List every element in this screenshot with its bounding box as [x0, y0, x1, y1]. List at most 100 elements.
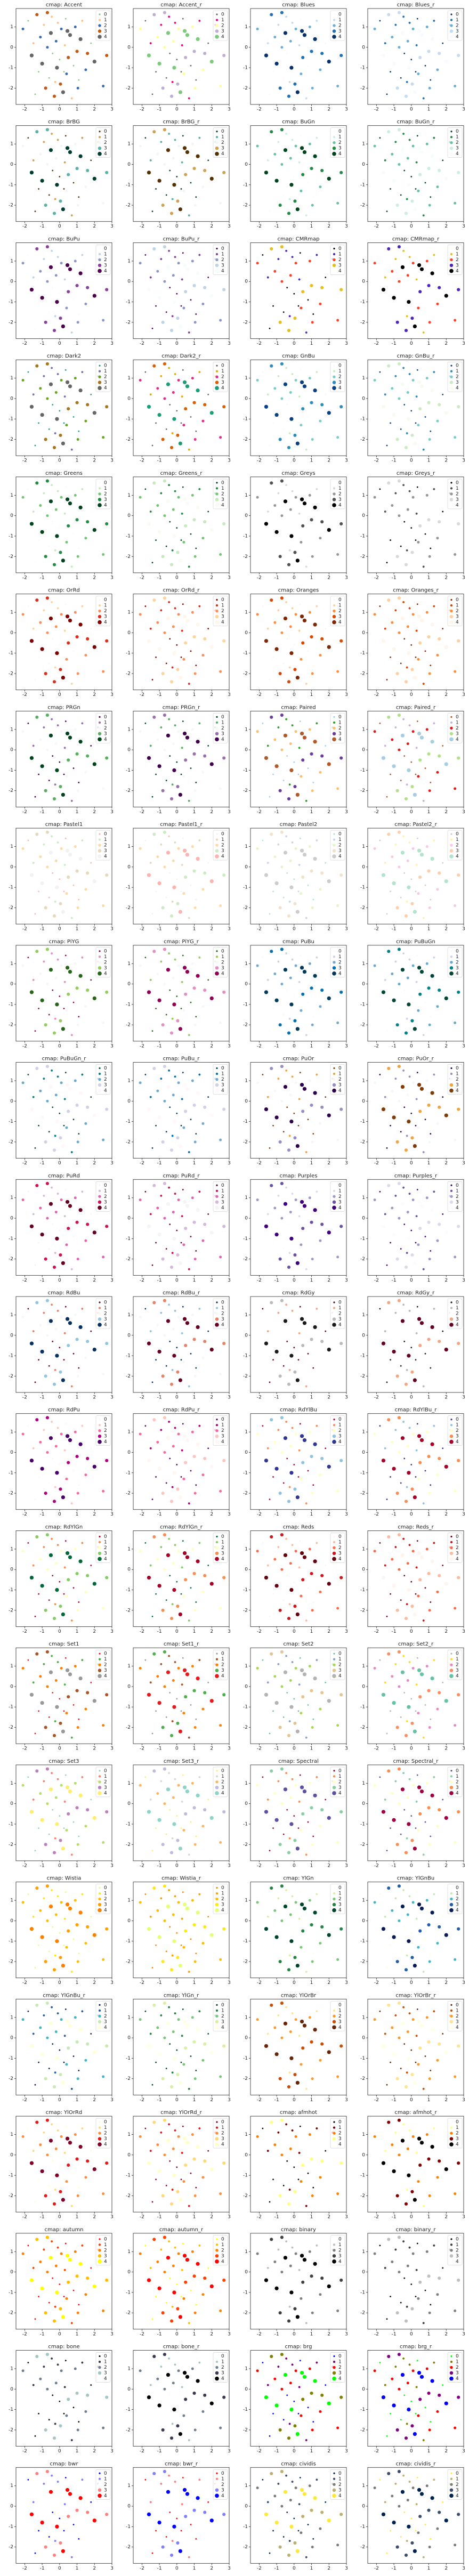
scatter-point	[264, 53, 269, 58]
scatter-point	[78, 37, 83, 42]
scatter-point	[35, 364, 39, 368]
scatter-point	[198, 1073, 201, 1076]
scatter-point	[403, 1574, 406, 1577]
scatter-point	[78, 1090, 83, 1095]
scatter-point	[44, 789, 48, 793]
legend-marker	[332, 498, 336, 501]
legend-marker	[333, 1541, 336, 1544]
scatter-point	[416, 252, 419, 254]
scatter-point	[437, 1222, 441, 1226]
legend-label: 4	[221, 386, 224, 391]
scatter-point	[40, 1583, 45, 1588]
scatter-point	[406, 1587, 411, 1592]
scatter-point	[283, 733, 288, 738]
scatter-point	[139, 1666, 142, 1670]
subplot-title: cmap: BuPu	[48, 236, 80, 242]
scatter-point	[319, 1473, 322, 1477]
scatter-point	[43, 1311, 45, 1314]
scatter-point	[27, 371, 29, 373]
scatter-point	[411, 847, 415, 850]
scatter-point	[45, 947, 50, 951]
legend-label: 0	[338, 246, 342, 252]
legend-label: 1	[456, 369, 459, 374]
scatter-point	[413, 1378, 417, 1383]
legend-label: 4	[221, 1674, 224, 1679]
scatter-point	[313, 388, 318, 393]
x-tick-label: 2	[210, 1512, 213, 1517]
scatter-point	[301, 1695, 305, 1699]
scatter-point	[63, 44, 66, 47]
scatter-point	[403, 638, 406, 640]
scatter-point	[285, 1186, 288, 1189]
scatter-point	[155, 890, 157, 893]
legend-label: 1	[221, 252, 224, 257]
scatter-point	[394, 609, 397, 612]
scatter-point	[75, 166, 79, 171]
legend-label: 0	[456, 363, 459, 369]
scatter-point	[273, 1440, 277, 1444]
scatter-point	[65, 1594, 68, 1598]
scatter-point	[406, 1119, 411, 1124]
scatter-point	[181, 278, 183, 281]
scatter-point	[289, 768, 294, 773]
scatter-point	[160, 960, 163, 963]
subplot-title: cmap: RdGy_r	[397, 1290, 435, 1296]
scatter-point	[183, 1461, 188, 1465]
scatter-point	[379, 136, 381, 139]
scatter-point	[319, 1005, 322, 1008]
scatter-point	[437, 1690, 441, 1695]
scatter-point	[165, 662, 167, 665]
scatter-point	[406, 1354, 411, 1358]
legend-label: 2	[456, 257, 459, 263]
scatter-point	[280, 1685, 284, 1688]
legend-label: 1	[104, 369, 107, 374]
scatter-point	[295, 207, 300, 212]
scatter-point	[152, 481, 156, 485]
scatter-point	[416, 369, 419, 371]
scatter-point	[417, 614, 422, 619]
x-tick-label: 0	[410, 1161, 413, 1166]
legend-marker	[333, 1072, 336, 1075]
y-tick-label: -1	[126, 299, 131, 305]
legend-marker	[333, 1652, 335, 1655]
scatter-point	[274, 295, 279, 300]
scatter-point	[165, 545, 167, 547]
scatter-point	[269, 1301, 273, 1305]
legend-marker	[332, 614, 336, 619]
x-tick-label: 0	[410, 107, 413, 112]
legend-marker	[215, 1083, 219, 1087]
scatter-point	[63, 981, 66, 984]
scatter-point	[156, 621, 159, 625]
legend-marker	[216, 247, 218, 250]
scatter-point	[298, 1683, 301, 1686]
scatter-point	[417, 1009, 420, 1012]
scatter-point	[38, 152, 42, 156]
scatter-point	[289, 625, 293, 628]
legend-label: 2	[104, 1428, 107, 1433]
legend-marker	[98, 955, 101, 958]
scatter-point	[417, 29, 422, 34]
legend-marker	[216, 482, 218, 484]
x-tick-label: 0	[410, 1278, 413, 1283]
scatter-point	[397, 11, 401, 15]
scatter-point	[282, 1248, 285, 1250]
x-tick-label: 0	[58, 224, 61, 229]
legend-marker	[216, 716, 218, 718]
scatter-point	[379, 1424, 381, 1427]
legend-box	[213, 361, 228, 392]
legend-marker	[98, 737, 102, 742]
scatter-point	[34, 913, 36, 915]
x-tick-label: 2	[327, 107, 330, 112]
scatter-point	[64, 603, 67, 605]
scatter-point	[168, 1223, 171, 1226]
scatter-point	[60, 1784, 63, 1787]
scatter-point	[295, 675, 300, 680]
x-tick-label: 0	[175, 1043, 179, 1049]
scatter-point	[169, 1382, 174, 1387]
x-tick-label: 3	[228, 1746, 231, 1752]
scatter-point	[308, 1196, 312, 1200]
scatter-point	[402, 718, 405, 721]
scatter-point	[37, 539, 40, 541]
scatter-point	[379, 1190, 381, 1193]
